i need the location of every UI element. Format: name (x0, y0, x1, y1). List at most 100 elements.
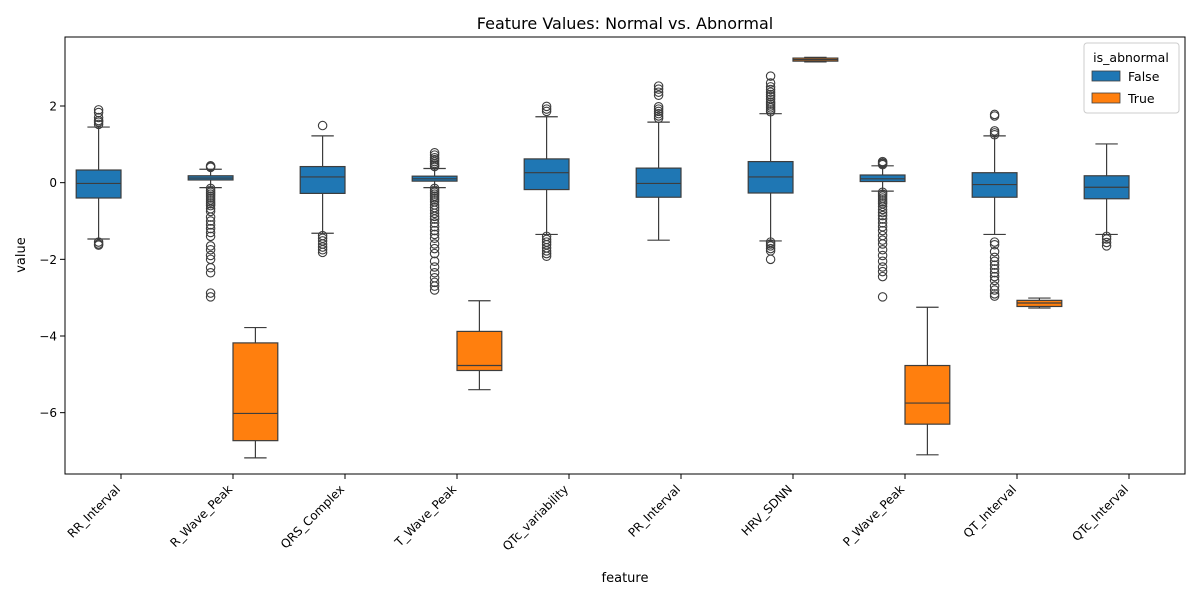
outlier-point (205, 206, 216, 217)
outlier-point (429, 218, 440, 228)
outlier-point (205, 292, 216, 302)
outlier-point (877, 256, 888, 266)
outlier-point (877, 201, 888, 212)
outlier-point (541, 104, 552, 114)
outlier-point (317, 247, 328, 258)
outlier-point (429, 208, 440, 219)
box-group (1083, 143, 1130, 251)
outlier-point (877, 225, 888, 236)
outlier-point (653, 102, 664, 112)
outlier-point (653, 87, 664, 97)
outlier-point (205, 288, 216, 298)
outlier-point (653, 108, 664, 119)
iqr-box (523, 158, 570, 191)
outlier-point (989, 252, 1000, 263)
outlier-point (541, 251, 552, 262)
outlier-point (653, 84, 664, 94)
outlier-point (989, 267, 1000, 278)
outlier-point (989, 130, 1000, 140)
outlier-point (205, 200, 216, 211)
outlier-point (429, 267, 440, 278)
outlier-point (877, 292, 888, 302)
outlier-point (429, 229, 440, 240)
outlier-point (1101, 237, 1112, 248)
outlier-point (653, 106, 664, 117)
outlier-point (429, 161, 440, 172)
outlier-point (765, 84, 776, 95)
outlier-point (653, 81, 664, 91)
outlier-point (429, 248, 440, 259)
outlier-point (989, 285, 1000, 295)
outlier-point (317, 120, 328, 131)
y-tick-label: −4 (39, 330, 57, 344)
outlier-point (1101, 234, 1112, 244)
y-tick-label: 2 (49, 100, 57, 114)
outlier-point (653, 111, 664, 121)
iqr-box (635, 167, 682, 198)
outlier-point (877, 204, 888, 215)
outlier-point (429, 222, 440, 232)
box-group (299, 120, 346, 258)
legend-swatch-true (1091, 92, 1121, 104)
outlier-point (989, 271, 1000, 282)
outlier-point (205, 212, 216, 222)
outlier-point (989, 237, 1000, 247)
outlier-point (653, 104, 664, 114)
outlier-point (93, 112, 104, 123)
legend-label-true: True (1127, 91, 1155, 106)
outlier-point (989, 246, 1000, 257)
outlier-point (205, 216, 216, 226)
outlier-point (765, 82, 776, 92)
iqr-box (299, 165, 346, 194)
outlier-point (93, 105, 104, 115)
box-group (635, 81, 682, 241)
box-group (523, 101, 570, 262)
outlier-point (765, 241, 776, 251)
outlier-point (877, 210, 888, 221)
outlier-point (877, 239, 888, 249)
outlier-point (989, 111, 1000, 121)
outlier-point (429, 225, 440, 236)
legend: is_abnormal False True (1083, 42, 1180, 114)
outlier-point (205, 162, 216, 173)
box-group (904, 306, 951, 456)
outlier-point (429, 256, 440, 266)
outlier-point (765, 87, 776, 97)
outlier-point (205, 227, 216, 238)
y-tick-label: −6 (39, 406, 57, 420)
chart-title: Feature Values: Normal vs. Abnormal (477, 14, 773, 33)
legend-swatch-false (1091, 70, 1121, 82)
y-axis-label: value (14, 237, 29, 273)
outlier-point (877, 207, 888, 218)
outlier-point (989, 289, 1000, 299)
outlier-point (317, 245, 328, 255)
plot-frame (64, 36, 1186, 475)
outlier-point (653, 90, 664, 101)
iqr-box (232, 342, 279, 442)
outlier-point (765, 78, 776, 88)
outlier-point (653, 113, 664, 124)
outlier-point (877, 218, 888, 228)
outlier-point (989, 281, 1000, 291)
iqr-box (904, 364, 951, 425)
box-group (859, 156, 906, 302)
outlier-point (205, 250, 216, 261)
outlier-point (765, 107, 776, 117)
outlier-point (205, 241, 216, 251)
outlier-point (429, 285, 440, 295)
box-group (232, 326, 279, 459)
outlier-point (765, 243, 776, 254)
y-tick-label: 0 (49, 176, 57, 190)
legend-label-false: False (1128, 69, 1160, 84)
outlier-point (877, 271, 888, 282)
outlier-point (541, 101, 552, 112)
outlier-point (541, 248, 552, 259)
outlier-point (765, 254, 776, 265)
outlier-point (989, 275, 1000, 286)
box-group (747, 71, 794, 265)
outlier-point (205, 267, 216, 278)
y-axis: 2 0 −2 −4 −6 (39, 100, 65, 420)
outlier-point (765, 91, 776, 102)
outlier-point (877, 159, 888, 170)
